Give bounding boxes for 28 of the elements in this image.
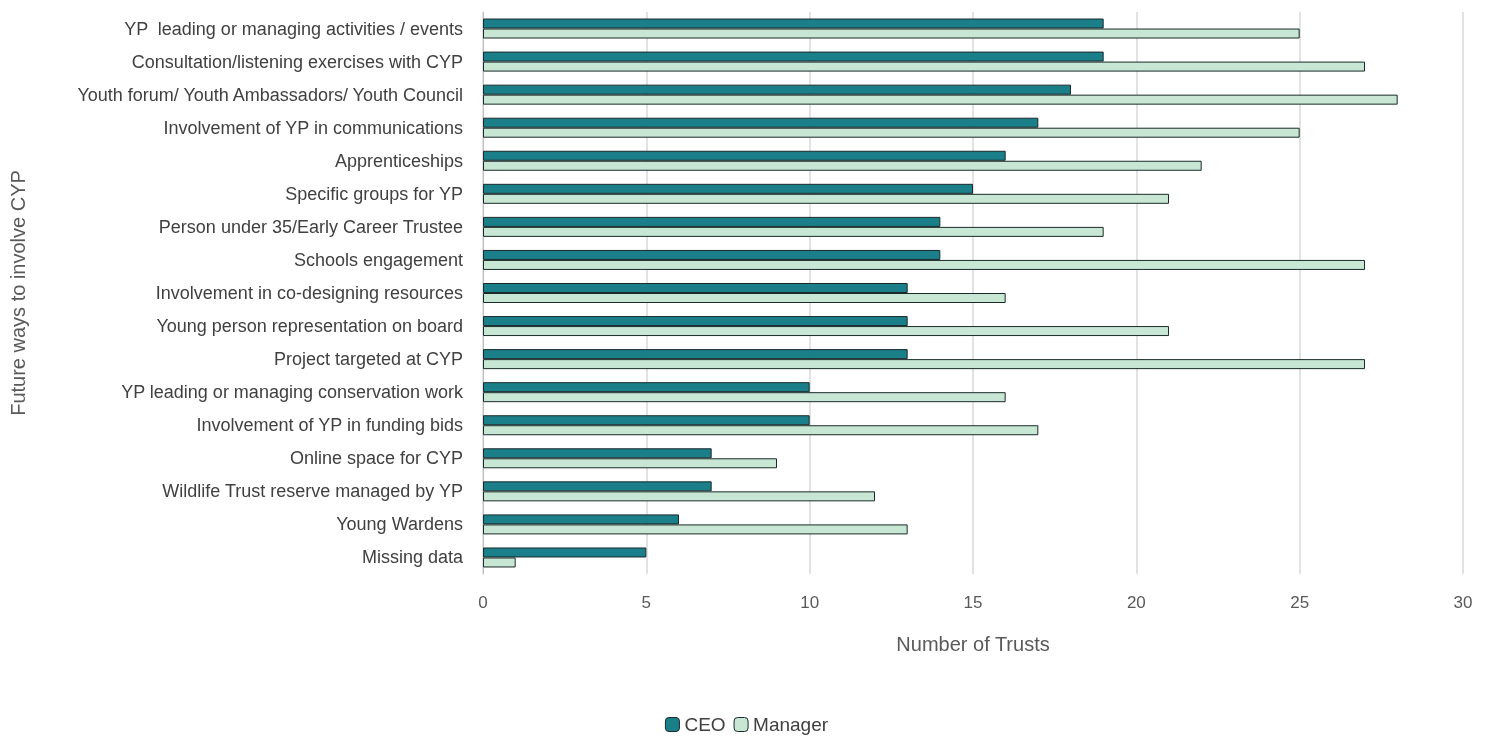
x-axis-title: Number of Trusts bbox=[896, 633, 1050, 655]
y-tick-label: Specific groups for YP bbox=[285, 183, 463, 204]
x-tick-label: 15 bbox=[963, 593, 983, 612]
y-tick-label: Young person representation on board bbox=[156, 316, 463, 337]
y-tick-label: Involvement of YP in funding bids bbox=[196, 415, 463, 436]
y-tick-label: Online space for CYP bbox=[289, 448, 463, 469]
y-tick-label: Youth forum/ Youth Ambassadors/ Youth Council bbox=[77, 84, 463, 105]
y-tick-label: Young Wardens bbox=[336, 514, 463, 535]
y-tick-label: Missing data bbox=[361, 547, 464, 568]
x-tick-label: 5 bbox=[641, 593, 652, 612]
y-tick-label: Person under 35/Early Career Trustee bbox=[158, 216, 463, 237]
y-tick-label: Consultation/listening exercises with CYP bbox=[131, 51, 463, 72]
legend-label: CEO bbox=[684, 714, 726, 735]
x-tick-label: 0 bbox=[478, 593, 488, 612]
x-tick-label: 20 bbox=[1126, 593, 1146, 612]
y-tick-label: Project targeted at CYP bbox=[273, 349, 463, 370]
y-axis-title: Future ways to involve CYP bbox=[7, 170, 29, 416]
y-tick-label: YP leading or managing activities / events bbox=[124, 18, 463, 39]
y-tick-label: YP leading or managing conservation work bbox=[121, 382, 464, 403]
x-tick-label: 30 bbox=[1453, 593, 1473, 612]
y-tick-label: Involvement in co-designing resources bbox=[155, 283, 463, 303]
y-tick-label: Involvement of YP in communications bbox=[163, 117, 463, 138]
x-tick-label: 10 bbox=[800, 593, 820, 612]
x-tick-label: 25 bbox=[1290, 593, 1310, 612]
y-tick-label: Apprenticeships bbox=[334, 150, 463, 171]
y-tick-label: Schools engagement bbox=[293, 249, 463, 270]
legend-label: Manager bbox=[753, 714, 829, 735]
y-tick-label: Wildlife Trust reserve managed by YP bbox=[162, 481, 463, 502]
